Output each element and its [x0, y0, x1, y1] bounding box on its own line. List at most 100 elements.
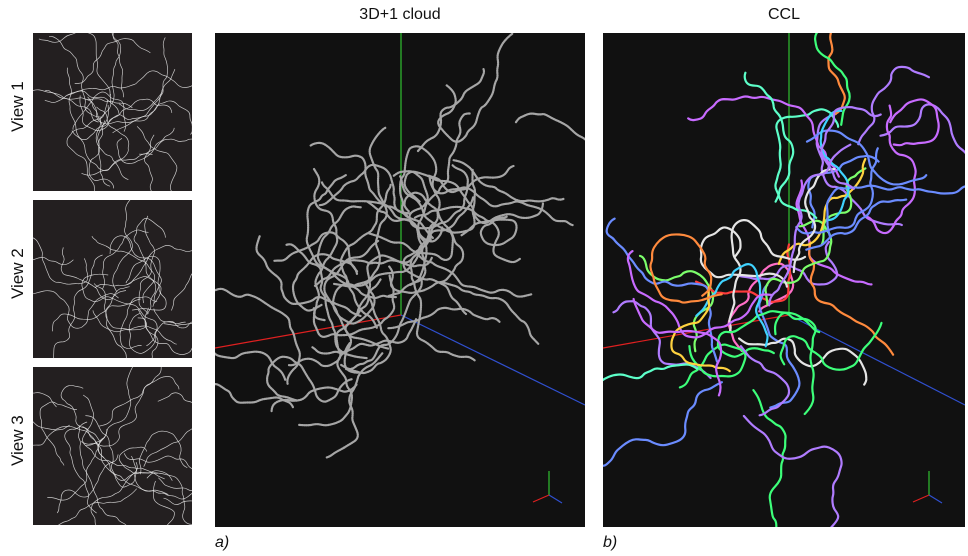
view-1-tracks	[33, 33, 192, 191]
trajectory	[47, 437, 105, 501]
view-1-thumbnail	[33, 33, 192, 191]
x-axis-line	[215, 314, 402, 349]
trajectory	[64, 421, 97, 514]
point-cloud-track	[514, 112, 585, 141]
point-cloud-track	[284, 243, 368, 360]
cluster-track	[820, 106, 882, 190]
trajectory	[58, 488, 137, 525]
cluster-track	[687, 95, 840, 178]
trajectory	[66, 70, 192, 96]
trajectory	[88, 120, 115, 189]
view-2-tracks	[33, 200, 192, 358]
trajectory	[171, 273, 192, 311]
trajectory	[118, 68, 176, 111]
view-3-tracks	[33, 367, 192, 525]
cluster-track	[819, 109, 850, 222]
trajectory	[102, 229, 149, 290]
trajectory	[133, 217, 166, 305]
cluster-track	[742, 414, 843, 527]
point-cloud-track	[403, 191, 465, 284]
triad-x	[532, 494, 550, 503]
trajectory	[33, 421, 105, 458]
cluster-track	[827, 33, 846, 115]
point-cloud-track	[417, 112, 472, 243]
point-cloud-track	[266, 355, 354, 403]
trajectory	[44, 90, 120, 114]
trajectory	[116, 127, 175, 164]
trajectory	[81, 367, 162, 447]
point-cloud-track	[215, 350, 287, 381]
trajectory	[118, 446, 173, 481]
panel-a-title: 3D+1 cloud	[359, 6, 441, 23]
trajectory	[138, 430, 188, 475]
cluster-track	[889, 98, 940, 147]
trajectory	[44, 90, 133, 109]
trajectory	[123, 453, 192, 470]
trajectory	[38, 33, 111, 96]
point-cloud-track	[402, 196, 475, 316]
trajectory	[66, 67, 109, 140]
trajectory	[105, 298, 177, 345]
point-cloud-track	[392, 164, 469, 230]
trajectory	[143, 392, 192, 467]
trajectory	[93, 283, 127, 358]
view-3-label: View 3	[8, 415, 27, 466]
trajectory	[33, 424, 70, 446]
cluster-track	[808, 241, 895, 356]
cluster-track	[879, 103, 965, 154]
cluster-track	[857, 65, 930, 146]
cluster-track	[728, 218, 807, 333]
trajectory	[92, 309, 148, 333]
cluster-track	[825, 184, 965, 239]
point-cloud-track	[426, 164, 515, 194]
trajectory	[146, 472, 192, 525]
panel-b-sublabel: b)	[603, 534, 618, 551]
trajectory	[33, 290, 119, 329]
cluster-track	[626, 250, 773, 339]
cluster-track	[736, 240, 839, 286]
trajectory	[91, 235, 156, 304]
view-1-label: View 1	[8, 81, 27, 132]
trajectory	[111, 33, 122, 105]
point-cloud-track	[215, 383, 294, 409]
cluster-track	[603, 363, 699, 382]
point-cloud-track	[333, 126, 388, 288]
trajectory	[94, 276, 157, 315]
trajectory	[87, 96, 111, 187]
cluster-track	[792, 168, 836, 274]
triad-z	[928, 494, 943, 504]
cluster-track	[649, 233, 723, 304]
trajectory	[137, 317, 192, 355]
point-cloud-track	[298, 341, 354, 427]
point-cloud-track	[368, 232, 533, 298]
triad-z	[548, 494, 563, 504]
trajectory	[139, 138, 192, 155]
trajectory	[153, 308, 192, 329]
trajectory	[81, 106, 130, 176]
trajectory	[33, 257, 74, 266]
trajectory	[33, 392, 57, 408]
trajectory	[158, 477, 192, 505]
point-cloud-track	[452, 159, 565, 203]
point-cloud-track	[325, 352, 384, 459]
trajectory	[109, 235, 162, 307]
point-cloud-track	[320, 181, 427, 297]
point-cloud-track	[215, 287, 301, 385]
trajectory	[125, 255, 167, 311]
trajectory	[85, 367, 133, 447]
cluster-track	[605, 217, 719, 363]
trajectory	[39, 401, 77, 466]
cluster-track	[773, 311, 817, 416]
panel-a-cloud	[215, 33, 585, 527]
trajectory	[74, 38, 151, 84]
point-cloud-track	[409, 240, 477, 362]
trajectory	[144, 134, 155, 191]
point-cloud-track	[312, 274, 396, 338]
trajectory	[60, 384, 101, 443]
point-cloud-track	[312, 167, 339, 322]
point-cloud-track	[339, 183, 392, 286]
point-cloud-track	[403, 170, 545, 225]
trajectory	[163, 323, 192, 326]
trajectory	[52, 290, 127, 332]
point-cloud-track	[387, 306, 501, 330]
